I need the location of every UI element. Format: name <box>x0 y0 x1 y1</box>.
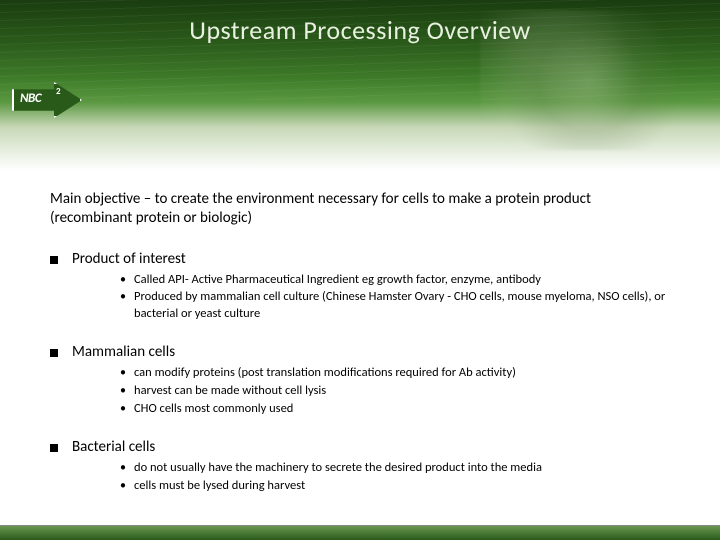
logo-superscript: 2 <box>56 86 61 97</box>
header-band: Upstream Processing Overview NBC 2 <box>0 0 720 170</box>
square-bullet-icon <box>50 256 58 264</box>
section-mammalian-cells: Mammalian cells can modify proteins (pos… <box>50 343 670 418</box>
list-item: CHO cells most commonly used <box>120 401 670 418</box>
nbc2-logo: NBC 2 <box>12 82 92 124</box>
section-bacterial-cells: Bacterial cells do not usually have the … <box>50 438 670 495</box>
section-heading: Mammalian cells <box>72 343 175 361</box>
list-item: harvest can be made without cell lysis <box>120 383 670 400</box>
sub-list: can modify proteins (post translation mo… <box>50 365 670 418</box>
sub-list: do not usually have the machinery to sec… <box>50 460 670 495</box>
section-product-of-interest: Product of interest Called API- Active P… <box>50 250 670 324</box>
square-bullet-icon <box>50 444 58 452</box>
slide-content: Main objective – to create the environme… <box>0 170 720 495</box>
sub-list: Called API- Active Pharmaceutical Ingred… <box>50 272 670 324</box>
square-bullet-icon <box>50 349 58 357</box>
section-heading: Product of interest <box>72 250 186 268</box>
slide-title: Upstream Processing Overview <box>0 14 720 46</box>
main-objective: Main objective – to create the environme… <box>50 190 670 228</box>
list-item: cells must be lysed during harvest <box>120 478 670 495</box>
logo-text: NBC <box>20 91 41 106</box>
list-item: Called API- Active Pharmaceutical Ingred… <box>120 272 670 289</box>
section-heading: Bacterial cells <box>72 438 155 456</box>
list-item: Produced by mammalian cell culture (Chin… <box>120 289 670 323</box>
list-item: do not usually have the machinery to sec… <box>120 460 670 477</box>
list-item: can modify proteins (post translation mo… <box>120 365 670 382</box>
footer-band <box>0 526 720 540</box>
